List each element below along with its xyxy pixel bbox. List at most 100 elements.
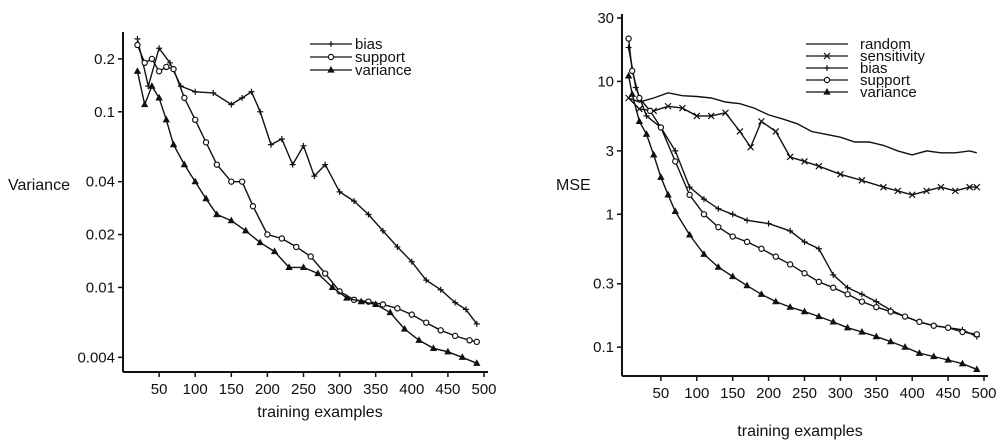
- data-point-bias: [462, 306, 469, 313]
- series-line-variance: [136, 71, 478, 364]
- data-point-variance: [270, 247, 279, 255]
- data-point-support: [134, 41, 141, 49]
- data-point-support: [394, 305, 401, 312]
- data-point-variance: [642, 130, 651, 137]
- data-point-variance: [473, 359, 481, 366]
- data-point-support: [278, 235, 286, 242]
- data-point-variance: [829, 317, 837, 325]
- data-point-bias: [365, 211, 372, 218]
- data-point-variance: [685, 230, 694, 238]
- legend-marker-sensitivity: [823, 52, 831, 60]
- data-point-support: [181, 94, 188, 102]
- data-point-support: [858, 298, 866, 305]
- x-tick-label: 100: [684, 385, 709, 402]
- data-point-support: [916, 318, 923, 326]
- data-point-bias: [643, 112, 650, 119]
- data-point-sensitivity: [923, 187, 930, 195]
- data-point-support: [844, 291, 851, 298]
- data-point-bias: [248, 88, 255, 95]
- data-point-sensitivity: [736, 128, 744, 135]
- data-point-variance: [958, 359, 967, 367]
- data-point-variance: [372, 300, 380, 308]
- series-line-variance: [627, 75, 978, 371]
- data-point-sensitivity: [894, 187, 902, 195]
- x-tick-label: 450: [936, 385, 961, 402]
- data-point-variance: [628, 90, 636, 97]
- data-point-bias: [715, 205, 722, 212]
- data-point-variance: [915, 349, 924, 356]
- data-point-support: [238, 178, 246, 185]
- data-point-support: [901, 313, 909, 320]
- data-point-bias: [765, 220, 772, 227]
- data-point-variance: [944, 355, 952, 363]
- legend-label-support: support: [355, 49, 406, 66]
- data-point-bias: [166, 59, 173, 66]
- x-tick-label: 400: [900, 385, 925, 402]
- data-point-variance: [242, 226, 250, 234]
- series-bias: [625, 44, 980, 340]
- data-point-variance: [650, 150, 658, 158]
- data-point-variance: [843, 323, 852, 331]
- x-tick-label: 100: [183, 381, 208, 398]
- data-point-variance: [858, 327, 866, 335]
- y-tick-label: 0.1: [593, 339, 614, 356]
- data-point-bias: [289, 161, 296, 168]
- x-tick-label: 250: [792, 385, 817, 402]
- data-point-variance: [155, 93, 163, 101]
- data-point-sensitivity: [858, 176, 866, 184]
- x-tick-label: 150: [219, 381, 244, 398]
- data-point-support: [213, 161, 221, 168]
- data-point-support: [801, 270, 808, 277]
- x-tick-label: 200: [756, 385, 781, 402]
- data-point-variance: [213, 210, 221, 218]
- legend-label-bias: bias: [355, 36, 383, 53]
- legend-marker-variance: [327, 65, 335, 73]
- data-point-support: [715, 223, 722, 231]
- data-point-sensitivity: [664, 102, 672, 110]
- series-support: [625, 35, 981, 338]
- data-point-support: [473, 338, 480, 346]
- data-point-variance: [624, 71, 633, 79]
- y-tick-label: 0.2: [94, 51, 115, 68]
- data-point-support: [729, 233, 736, 240]
- x-tick-label: 300: [327, 381, 352, 398]
- chart-panel-1: 50 100 150 200 250 300 350 400 450 500 0.004 0.01 0.…: [8, 32, 497, 421]
- data-point-support: [451, 332, 459, 340]
- data-point-variance: [256, 238, 264, 246]
- x-tick-label: 50: [653, 385, 670, 402]
- data-point-bias: [744, 217, 751, 224]
- data-point-support: [163, 63, 170, 71]
- data-point-variance: [133, 67, 142, 74]
- data-point-support: [772, 253, 779, 260]
- data-point-support: [408, 311, 415, 318]
- data-point-variance: [328, 283, 337, 291]
- y-axis-label: MSE: [556, 177, 591, 194]
- data-point-variance: [800, 307, 809, 315]
- data-point-support: [944, 324, 952, 331]
- data-point-sensitivity: [635, 105, 643, 113]
- data-point-sensitivity: [966, 183, 974, 191]
- data-point-support: [973, 331, 981, 338]
- y-tick-label: 3: [606, 143, 614, 160]
- data-point-support: [786, 261, 794, 268]
- y-axis-label: Variance: [8, 177, 70, 194]
- data-point-variance: [285, 263, 293, 271]
- data-point-support: [625, 35, 632, 42]
- data-point-variance: [227, 216, 235, 224]
- legend-label-variance: variance: [860, 84, 917, 101]
- series-line-bias: [136, 38, 478, 325]
- data-point-support: [321, 270, 329, 277]
- legend-label-variance: variance: [355, 62, 412, 79]
- data-point-support: [887, 308, 894, 315]
- y-tick-label: 0.004: [77, 349, 115, 366]
- data-point-bias: [300, 142, 307, 149]
- data-point-bias: [322, 161, 329, 168]
- data-point-variance: [357, 297, 365, 305]
- series-variance: [624, 71, 981, 372]
- data-point-sensitivity: [815, 162, 823, 170]
- data-point-support: [307, 253, 314, 260]
- series-line-random: [628, 92, 977, 156]
- data-point-support: [170, 65, 177, 73]
